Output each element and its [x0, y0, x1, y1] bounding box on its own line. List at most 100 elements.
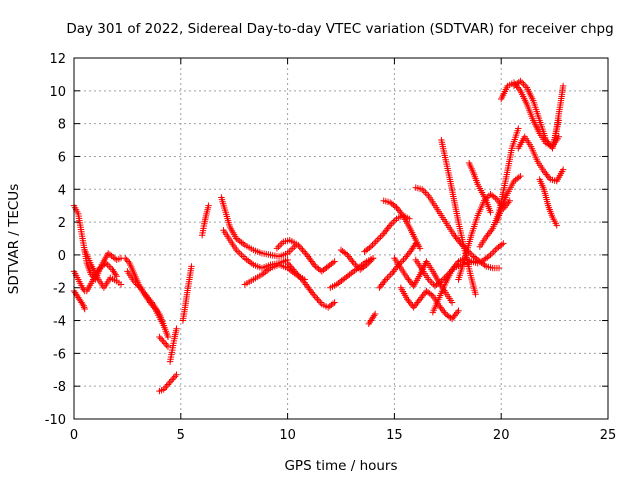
y-axis-label: SDTVAR / TECUs: [6, 184, 22, 294]
data-point: [161, 340, 169, 347]
data-point: [472, 291, 479, 298]
data-point: [480, 256, 488, 264]
data-point: [422, 189, 429, 196]
data-point: [423, 287, 430, 295]
data-point: [496, 242, 504, 250]
series-track-10: [156, 371, 180, 395]
data-point: [324, 263, 332, 270]
series-track-11: [179, 263, 195, 324]
series-track-20: [365, 310, 379, 328]
data-point: [188, 263, 195, 270]
data-point: [424, 289, 432, 296]
data-point: [473, 255, 480, 263]
data-point: [426, 277, 434, 285]
data-point: [484, 254, 491, 261]
data-point: [515, 174, 523, 181]
data-point: [357, 266, 364, 273]
data-point: [157, 335, 165, 342]
data-point: [433, 281, 440, 289]
data-point: [113, 273, 120, 280]
data-point: [388, 200, 395, 207]
y-tick-label: 10: [49, 85, 66, 100]
data-point: [500, 240, 507, 247]
data-point: [341, 275, 348, 282]
series-track-36: [515, 133, 567, 185]
data-point: [289, 245, 296, 252]
data-point: [275, 243, 282, 250]
data-point: [428, 291, 435, 298]
data-point: [510, 82, 518, 90]
data-point: [342, 250, 350, 257]
data-point: [99, 262, 107, 269]
data-point: [276, 241, 284, 249]
data-point: [514, 80, 521, 87]
data-point: [273, 245, 281, 252]
data-point: [343, 273, 350, 281]
data-point: [390, 201, 397, 209]
data-point: [385, 273, 393, 280]
data-point: [312, 294, 320, 301]
data-point: [512, 176, 519, 184]
data-point: [318, 268, 325, 275]
data-point: [406, 215, 413, 223]
series-track-16: [273, 236, 338, 275]
data-point: [123, 256, 130, 264]
y-tick-label: -8: [53, 380, 66, 395]
plot-frame: [73, 57, 609, 420]
data-point: [315, 297, 323, 305]
data-point: [423, 190, 431, 198]
data-point: [448, 299, 456, 306]
data-point: [299, 246, 306, 254]
data-point: [96, 264, 103, 272]
data-point: [455, 307, 462, 314]
data-point: [164, 333, 172, 341]
data-point: [361, 262, 369, 270]
data-point: [358, 265, 366, 272]
data-point: [98, 263, 105, 271]
data-point: [369, 254, 377, 262]
data-point: [236, 250, 243, 257]
series-track-07: [124, 268, 172, 341]
data-point: [163, 382, 170, 390]
x-tick-label: 20: [493, 428, 510, 443]
data-point: [506, 197, 513, 204]
data-point: [386, 199, 394, 206]
data-point: [495, 264, 503, 272]
data-point: [328, 260, 335, 268]
data-point: [173, 325, 180, 332]
data-point: [518, 79, 526, 86]
data-point: [300, 248, 308, 255]
data-point: [287, 263, 294, 270]
data-point: [315, 265, 322, 273]
data-point: [387, 271, 394, 278]
data-point: [431, 282, 439, 290]
series-track-14: [220, 227, 291, 272]
data-point: [488, 192, 496, 199]
data-point: [341, 249, 348, 256]
data-point: [313, 264, 321, 271]
series-track-08: [156, 333, 172, 350]
x-tick-label: 0: [70, 428, 78, 443]
y-tick-label: 2: [58, 216, 66, 231]
data-point: [388, 220, 395, 227]
data-point: [370, 240, 378, 247]
data-point: [517, 172, 524, 180]
x-tick-label: 10: [279, 428, 296, 443]
data-point: [436, 279, 443, 286]
data-point: [156, 333, 163, 341]
data-point: [339, 276, 347, 283]
data-point: [331, 299, 338, 306]
series-track-22: [380, 197, 424, 252]
data-point: [320, 266, 327, 274]
data-point: [167, 378, 175, 385]
data-point: [512, 81, 519, 88]
data-point: [372, 238, 379, 245]
data-point: [361, 248, 368, 255]
data-point: [444, 312, 451, 319]
data-point: [375, 235, 383, 242]
data-point: [117, 281, 125, 288]
data-point: [205, 202, 212, 209]
data-points: [70, 77, 567, 395]
data-point: [471, 254, 479, 261]
chart-title: Day 301 of 2022, Sidereal Day-to-day VTE…: [66, 21, 613, 37]
